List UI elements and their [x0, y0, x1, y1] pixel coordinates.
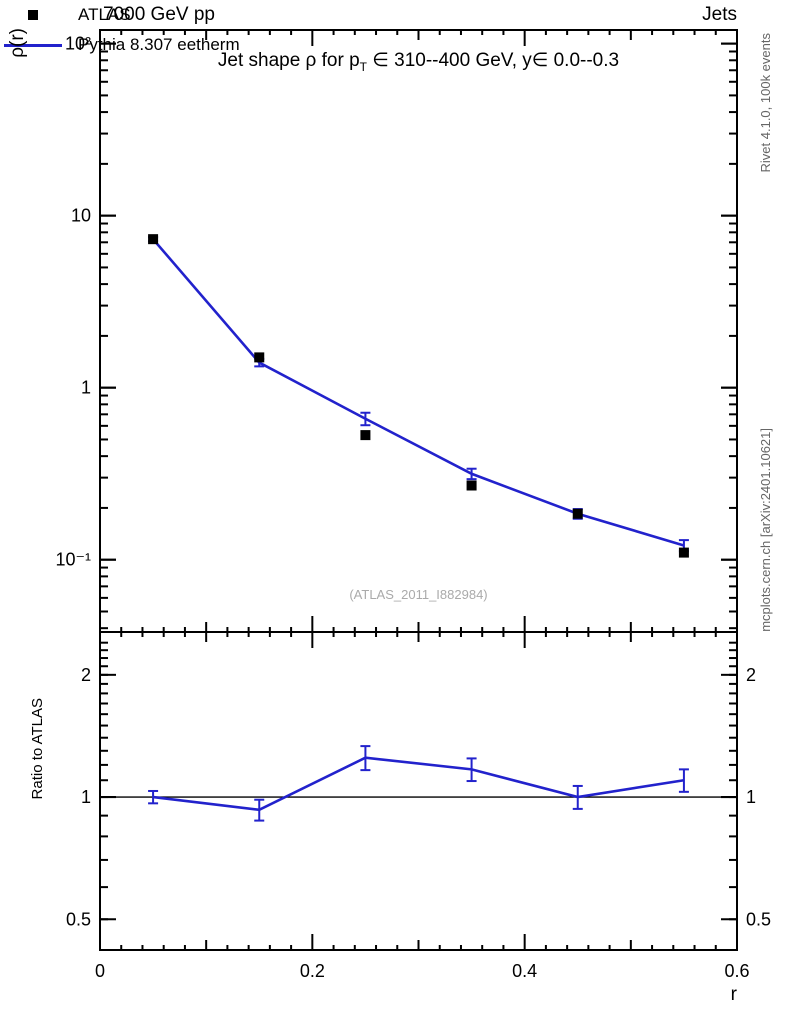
svg-text:0.6: 0.6: [724, 961, 749, 981]
mcplots-arxiv-note: mcplots.cern.ch [arXiv:2401.10621]: [758, 428, 773, 632]
legend: ATLAS Pythia 8.307 eetherm: [0, 0, 786, 60]
analysis-group-label: Jets: [702, 4, 737, 25]
svg-text:1: 1: [746, 787, 756, 807]
ratio-panel: 2 2 1 1 0.5 0.5 0 0.2 0.4 0.6: [66, 631, 771, 981]
atlas-marker-swatch: [28, 10, 38, 20]
svg-text:10²: 10²: [65, 34, 91, 54]
legend-label-atlas: ATLAS: [78, 5, 131, 24]
plot-title-pre: Jet shape ρ for p: [217, 50, 360, 71]
mc-line-series: [148, 236, 689, 553]
svg-text:0.5: 0.5: [66, 909, 91, 929]
main-panel: 10² 10 1 10⁻¹: [55, 29, 738, 633]
svg-text:10⁻¹: 10⁻¹: [55, 550, 91, 570]
legend-swatch-cell: [0, 43, 66, 47]
x-axis-title: r: [730, 984, 737, 1005]
legend-label-pythia: Pythia 8.307 eetherm: [78, 35, 240, 54]
plot-title-post: ∈ 310--400 GeV, y∈ 0.0--0.3: [367, 50, 620, 71]
svg-text:2: 2: [746, 665, 756, 685]
ratio-series: [148, 745, 689, 822]
rivet-version-note: Rivet 4.1.0, 100k events: [758, 33, 773, 173]
analysis-id-watermark: (ATLAS_2011_I882984): [349, 587, 488, 602]
svg-text:0: 0: [95, 961, 105, 981]
y-axis-title-ratio: Ratio to ATLAS: [29, 698, 46, 800]
plot-title: Jet shape ρ for pT ∈ 310--400 GeV, y∈ 0.…: [100, 50, 737, 75]
svg-text:1: 1: [81, 787, 91, 807]
y-axis-title-main: ρ(r): [7, 28, 28, 58]
legend-swatch-cell: [0, 10, 66, 20]
svg-text:1: 1: [81, 378, 91, 398]
beam-energy-label: 7000 GeV pp: [103, 4, 215, 25]
atlas-data-series: [148, 234, 689, 558]
legend-item-atlas: ATLAS: [0, 0, 786, 30]
svg-text:0.5: 0.5: [746, 909, 771, 929]
svg-text:0.2: 0.2: [300, 961, 325, 981]
svg-text:0.4: 0.4: [512, 961, 537, 981]
legend-item-pythia: Pythia 8.307 eetherm: [0, 30, 786, 60]
svg-text:2: 2: [81, 665, 91, 685]
svg-text:10: 10: [71, 206, 91, 226]
plot-title-subscript: T: [359, 59, 368, 74]
pythia-line-swatch: [4, 43, 62, 47]
